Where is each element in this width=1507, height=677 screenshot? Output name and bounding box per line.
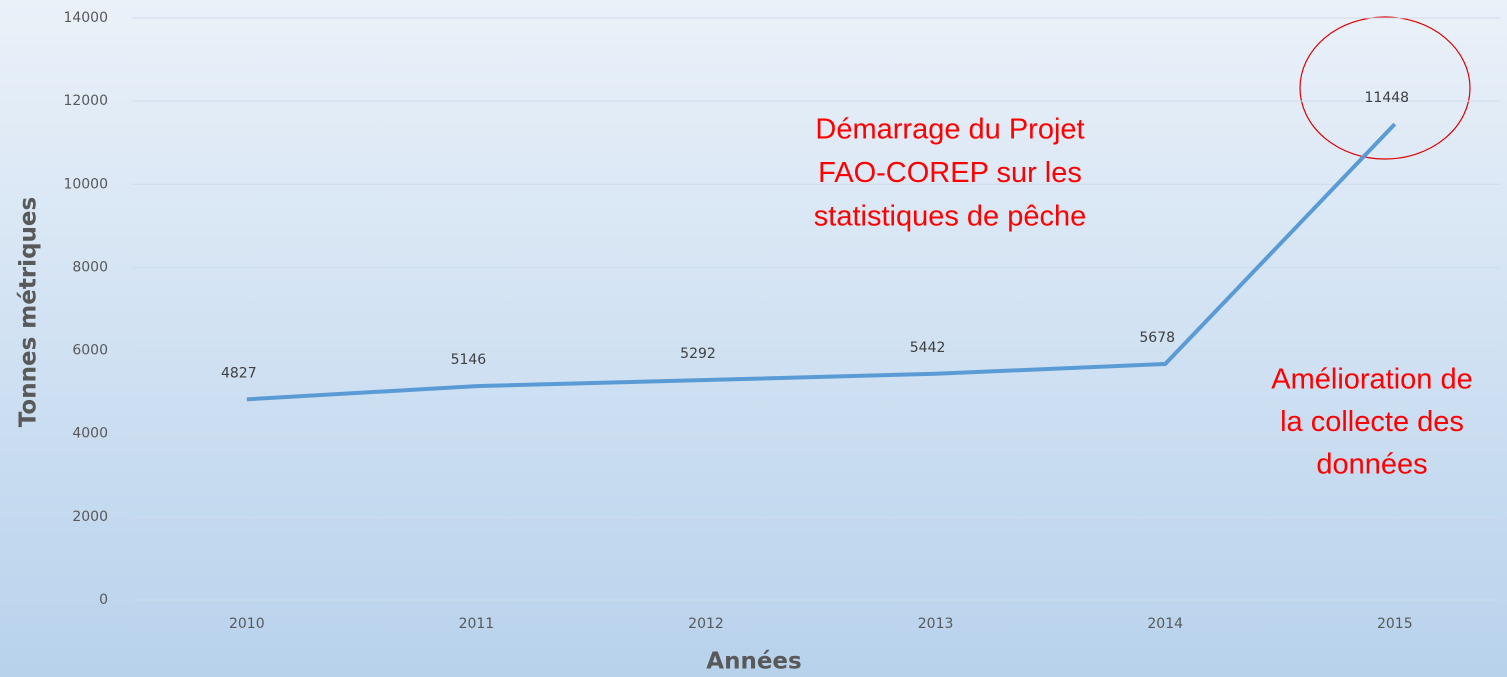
y-axis-title: Tonnes métriques bbox=[16, 197, 42, 427]
y-tick-label: 2000 bbox=[72, 509, 108, 525]
x-tick-label: 2012 bbox=[688, 616, 724, 632]
y-tick-label: 14000 bbox=[63, 10, 108, 26]
data-label: 5292 bbox=[680, 346, 716, 362]
x-tick-label: 2010 bbox=[229, 616, 265, 632]
highlight-ellipse bbox=[1299, 16, 1471, 160]
x-tick-label: 2013 bbox=[918, 616, 954, 632]
x-tick-label: 2015 bbox=[1377, 616, 1413, 632]
annotation: Amélioration de bbox=[1271, 364, 1473, 396]
y-tick-label: 8000 bbox=[72, 259, 108, 275]
y-tick-label: 4000 bbox=[72, 426, 108, 442]
y-tick-label: 10000 bbox=[63, 176, 108, 192]
annotation: données bbox=[1316, 449, 1427, 481]
y-tick-label: 12000 bbox=[63, 93, 108, 109]
annotation: FAO-COREP sur les bbox=[818, 157, 1082, 189]
x-tick-label: 2014 bbox=[1147, 616, 1183, 632]
x-axis-title: Années bbox=[706, 649, 801, 675]
data-label: 11448 bbox=[1365, 90, 1410, 106]
data-label: 5442 bbox=[910, 340, 946, 356]
annotation: statistiques de pêche bbox=[814, 201, 1086, 233]
annotation: Démarrage du Projet bbox=[815, 114, 1084, 146]
x-tick-label: 2011 bbox=[459, 616, 495, 632]
annotation: la collecte des bbox=[1280, 406, 1464, 438]
data-label: 5146 bbox=[451, 352, 487, 368]
data-line bbox=[246, 122, 1397, 402]
y-tick-label: 0 bbox=[99, 592, 108, 608]
data-label: 5678 bbox=[1139, 330, 1175, 346]
data-label: 4827 bbox=[221, 365, 257, 381]
y-tick-label: 6000 bbox=[72, 343, 108, 359]
